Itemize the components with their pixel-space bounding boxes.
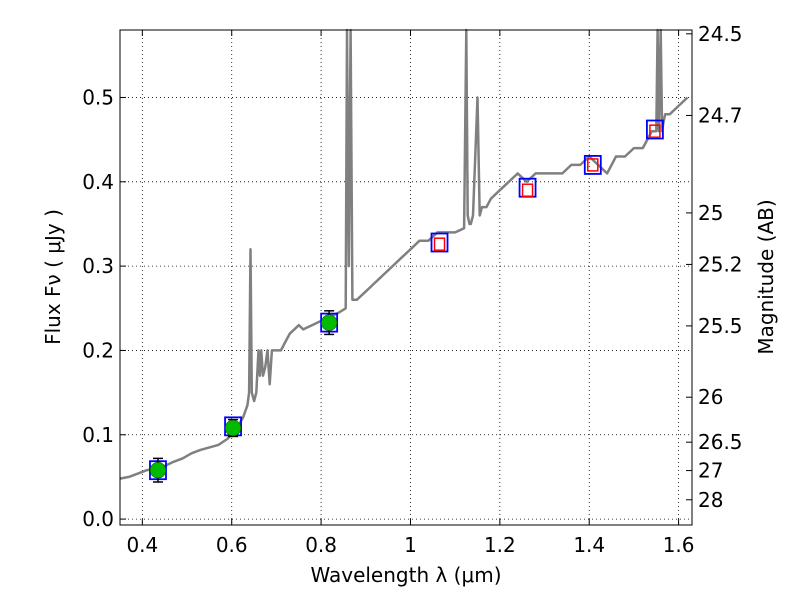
y2-tick-label: 28 — [698, 488, 723, 512]
y-tick-label: 0.1 — [82, 423, 114, 447]
observed-photometry-series — [149, 310, 338, 483]
axis-ticks — [120, 30, 692, 525]
x-tick-label: 0.4 — [126, 533, 158, 557]
y-tick-label: 0.2 — [82, 338, 114, 362]
y-tick-label: 0.3 — [82, 254, 114, 278]
observed-point — [320, 314, 338, 331]
y-tick-label: 0.4 — [82, 170, 114, 194]
y-tick-label: 0.0 — [82, 507, 114, 531]
model-photometry-box — [430, 232, 449, 253]
y2-tick-label: 25.5 — [698, 314, 743, 338]
y2-axis-title: Magnitude (AB) — [754, 199, 778, 354]
observed-point — [149, 461, 167, 479]
y2-tick-label: 26 — [698, 385, 723, 409]
y2-tick-label: 25 — [698, 201, 723, 225]
x-tick-labels: 0.4 0.6 0.8 1 1.2 1.4 1.6 — [126, 533, 694, 557]
x-tick-label: 1 — [404, 533, 417, 557]
x-tick-label: 1.4 — [573, 533, 605, 557]
y2-tick-label: 27 — [698, 459, 723, 483]
x-tick-label: 0.8 — [305, 533, 337, 557]
y2-tick-label: 24.5 — [698, 22, 743, 46]
model-photometry-box — [583, 155, 602, 175]
model-inner-box — [521, 183, 534, 197]
x-tick-label: 0.6 — [216, 533, 248, 557]
spectrum-series — [119, 28, 689, 480]
spectrum-line — [119, 28, 689, 480]
x-tick-label: 1.6 — [663, 533, 695, 557]
grid-lines — [120, 30, 692, 525]
plot-frame — [119, 29, 693, 526]
model-inner-box — [433, 237, 446, 251]
model-photometry-box — [646, 119, 664, 140]
y-tick-labels: 0.0 0.1 0.2 0.3 0.4 0.5 — [82, 85, 114, 531]
y2-tick-labels: 24.5 24.7 25 25.2 25.5 26 26.5 27 28 — [698, 22, 743, 512]
y2-tick-label: 26.5 — [698, 430, 743, 454]
x-tick-label: 1.2 — [484, 533, 516, 557]
x-axis-title: Wavelength λ (μm) — [310, 563, 501, 587]
y-axis-title: Flux Fν ( μJy ) — [41, 209, 65, 345]
observed-point — [224, 419, 242, 437]
y2-tick-label: 24.7 — [698, 103, 743, 127]
y2-tick-label: 25.2 — [698, 252, 743, 276]
model-inner-box — [649, 124, 661, 138]
y-tick-label: 0.5 — [82, 85, 114, 109]
model-inner-box — [587, 158, 599, 172]
